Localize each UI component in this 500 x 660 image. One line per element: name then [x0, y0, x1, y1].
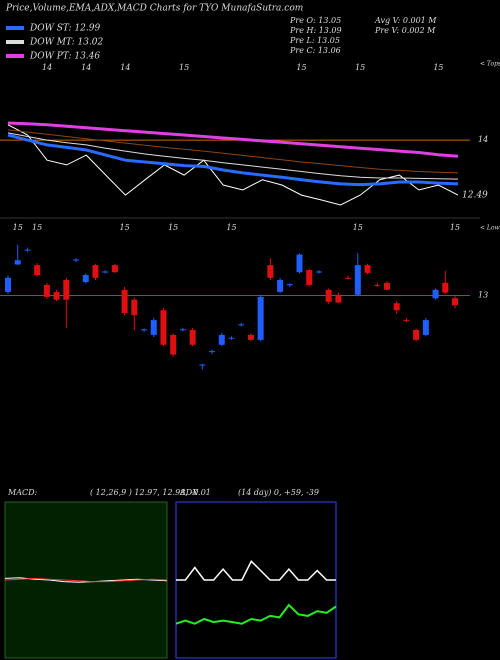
candle-body: [170, 334, 177, 355]
candle-body: [150, 320, 157, 335]
legend-entry: DOW MT: 13.02: [29, 38, 104, 48]
candle-body: [257, 296, 264, 340]
candle-body: [383, 282, 390, 290]
candle-body: [286, 284, 293, 286]
x-tick-label: 14: [42, 63, 52, 72]
candle-body: [199, 364, 206, 366]
legend-swatch: [6, 26, 24, 30]
legend-entry: DOW ST: 12.99: [29, 24, 100, 34]
candle-body: [189, 329, 196, 345]
last-price: 12.49: [462, 191, 488, 201]
panel-title: ADX: [179, 488, 198, 497]
x-tick-label: 14: [81, 63, 91, 72]
candle-body: [92, 265, 99, 278]
series-line: [4, 577, 168, 583]
candle-body: [14, 260, 21, 265]
panel-title: MACD:: [7, 488, 38, 497]
series-line: [7, 132, 459, 180]
candle-body: [131, 299, 138, 316]
info: Pre C: 13.06: [289, 46, 341, 55]
y-tick-label: 14: [478, 135, 488, 144]
x-tick-label: 15: [32, 223, 42, 232]
candle-body: [218, 334, 225, 345]
candle-body: [160, 310, 167, 345]
candle-body: [121, 289, 128, 314]
info: Pre V: 0.002 M: [374, 26, 436, 35]
series-line: [7, 129, 459, 174]
series-line: [176, 560, 336, 581]
x-tick-label: 15: [353, 223, 363, 232]
candle-body: [432, 289, 439, 299]
candle-body: [393, 303, 400, 311]
candle-body: [354, 265, 361, 295]
candle-body: [63, 279, 70, 300]
candle-body: [209, 351, 216, 353]
y-tick-label: 13: [478, 290, 488, 299]
candle-body: [73, 259, 80, 261]
page-title: Price,Volume,EMA,ADX,MACD Charts for TYO…: [5, 4, 303, 14]
candle-body: [277, 279, 284, 292]
panel-subtitle: ( 12,26,9 ) 12.97, 12.98, -0.01: [90, 488, 211, 497]
info: Pre O: 13.05: [289, 16, 341, 25]
candle-body: [413, 329, 420, 340]
candle-body: [335, 294, 342, 303]
x-tick-label: 15: [433, 63, 443, 72]
annotation: < Lows: [480, 225, 500, 232]
candle-body: [179, 329, 186, 331]
candle-body: [43, 284, 50, 297]
candle-body: [364, 265, 371, 273]
x-tick-label: 15: [13, 223, 23, 232]
info: Pre H: 13.09: [289, 26, 342, 35]
candle-body: [374, 284, 381, 286]
candle-body: [111, 265, 118, 273]
x-tick-label: 15: [355, 63, 365, 72]
candle-body: [442, 282, 449, 293]
candle-body: [238, 324, 245, 326]
x-tick-label: 14: [120, 63, 130, 72]
info: Avg V: 0.001 M: [374, 16, 437, 25]
x-tick-label: 15: [450, 223, 460, 232]
legend-entry: DOW PT: 13.46: [29, 52, 100, 62]
candle-body: [325, 289, 332, 302]
candle-body: [452, 298, 458, 306]
legend-swatch: [6, 54, 24, 58]
candle-body: [141, 329, 148, 331]
candle-body: [315, 271, 322, 273]
panel-subtitle: (14 day) 0, +59, -39: [238, 488, 319, 497]
candle-body: [228, 337, 235, 339]
legend-swatch: [6, 40, 24, 44]
candle-body: [5, 277, 11, 292]
x-tick-label: 15: [179, 63, 189, 72]
series-line: [7, 133, 459, 187]
candle-body: [102, 271, 109, 273]
candle-body: [422, 320, 429, 335]
candle-body: [403, 320, 410, 322]
candle-body: [34, 265, 41, 276]
x-tick-label: 15: [296, 63, 306, 72]
series-line: [175, 603, 337, 625]
candle-body: [306, 270, 313, 285]
series-line: [7, 121, 459, 158]
info: Pre L: 13.05: [289, 36, 340, 45]
x-tick-label: 15: [226, 223, 236, 232]
series-line: [7, 124, 459, 206]
candle-body: [267, 265, 274, 278]
candle-body: [296, 254, 303, 273]
annotation: < Tops: [480, 61, 500, 68]
candle-body: [24, 249, 31, 251]
candle-body: [82, 275, 89, 283]
x-tick-label: 15: [120, 223, 130, 232]
x-tick-label: 15: [168, 223, 178, 232]
panel: [175, 501, 337, 659]
candle-body: [53, 291, 60, 300]
candle-body: [345, 277, 352, 279]
candle-body: [247, 334, 254, 340]
